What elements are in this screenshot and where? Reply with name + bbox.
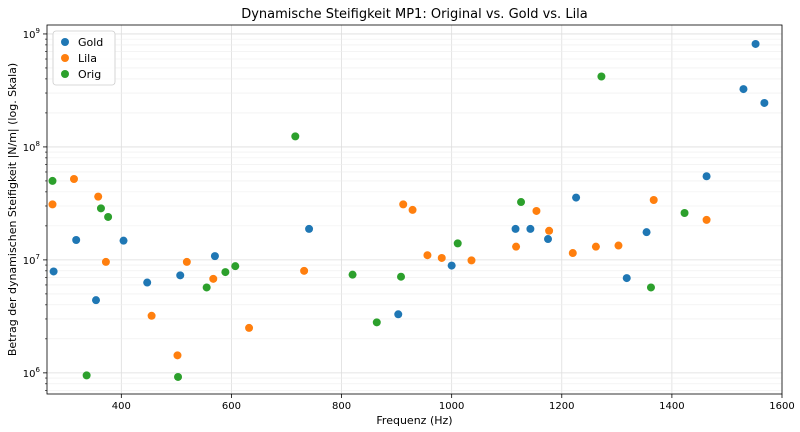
series-gold <box>49 39 769 319</box>
legend-marker <box>61 38 69 46</box>
legend-label: Gold <box>78 36 103 49</box>
data-point <box>680 209 689 218</box>
data-point <box>532 206 541 215</box>
legend: Gold Lila Orig <box>52 30 116 86</box>
data-point <box>517 198 526 207</box>
data-point <box>622 274 631 283</box>
data-point <box>348 270 357 279</box>
x-tick-label: 600 <box>222 401 241 412</box>
data-point <box>209 274 218 283</box>
data-point <box>397 272 406 281</box>
y-tick-label: 108 <box>23 140 40 154</box>
x-tick-label: 1600 <box>769 401 794 412</box>
data-point <box>544 235 553 244</box>
data-point <box>453 239 462 248</box>
y-tick-label: 109 <box>23 27 40 41</box>
data-point <box>572 193 581 202</box>
x-axis-label: Frequenz (Hz) <box>376 414 452 427</box>
y-tick-label: 106 <box>23 366 41 380</box>
data-point <box>245 323 254 332</box>
data-point <box>408 205 417 214</box>
data-point <box>72 235 81 244</box>
data-point <box>649 195 658 204</box>
axis-ticks: 400 600 800 1000 1200 1400 1600 106 107 108 109 <box>23 27 795 412</box>
legend-marker <box>61 70 69 78</box>
data-point <box>642 228 651 237</box>
data-point <box>751 39 760 48</box>
data-point <box>646 283 655 292</box>
data-point <box>48 176 57 185</box>
data-point <box>69 175 78 184</box>
data-point <box>101 257 110 266</box>
legend-box <box>52 30 116 86</box>
data-point <box>210 252 219 261</box>
data-point <box>739 85 748 94</box>
data-point <box>702 172 711 181</box>
x-tick-label: 800 <box>332 401 351 412</box>
x-tick-label: 400 <box>112 401 131 412</box>
data-point <box>96 204 105 213</box>
series-orig <box>48 72 689 381</box>
series-lila <box>48 175 711 360</box>
data-point <box>591 242 600 251</box>
data-point <box>231 262 240 271</box>
data-point <box>291 132 300 141</box>
legend-label: Orig <box>78 68 101 81</box>
data-point <box>176 271 185 280</box>
data-point <box>104 212 113 221</box>
data-point <box>512 242 521 251</box>
data-point <box>423 251 432 260</box>
data-point <box>300 266 309 275</box>
data-point <box>467 256 476 265</box>
grid-lines <box>47 25 783 394</box>
data-point <box>49 267 58 276</box>
data-point <box>702 215 711 224</box>
chart-title: Dynamische Steifigkeit MP1: Original vs.… <box>241 7 588 22</box>
y-tick-label: 107 <box>23 253 40 267</box>
data-point <box>173 351 182 360</box>
data-point <box>221 268 230 277</box>
data-point <box>92 296 100 305</box>
x-tick-label: 1200 <box>549 401 574 412</box>
data-point <box>526 224 535 233</box>
data-point <box>760 98 769 107</box>
data-point <box>82 371 91 380</box>
data-point <box>147 311 156 320</box>
data-point <box>305 224 314 233</box>
data-points <box>48 39 769 381</box>
data-point <box>119 236 128 245</box>
x-tick-label: 1400 <box>659 401 684 412</box>
data-point <box>399 200 408 209</box>
data-point <box>48 200 57 209</box>
legend-label: Lila <box>78 52 97 65</box>
data-point <box>372 318 381 327</box>
data-point <box>568 249 577 258</box>
data-point <box>143 278 152 287</box>
data-point <box>202 283 211 292</box>
data-point <box>614 241 623 250</box>
data-point <box>182 257 191 266</box>
data-point <box>437 253 446 262</box>
data-point <box>545 226 554 235</box>
data-point <box>174 372 183 381</box>
data-point <box>511 224 520 233</box>
data-point <box>447 261 456 270</box>
x-tick-label: 1000 <box>439 401 464 412</box>
y-axis-label: Betrag der dynamischen Steifigkeit |N/m|… <box>6 63 19 356</box>
plot-frame <box>46 24 783 395</box>
data-point <box>94 192 103 201</box>
data-point <box>394 310 403 319</box>
data-point <box>597 72 606 81</box>
legend-marker <box>61 54 69 62</box>
